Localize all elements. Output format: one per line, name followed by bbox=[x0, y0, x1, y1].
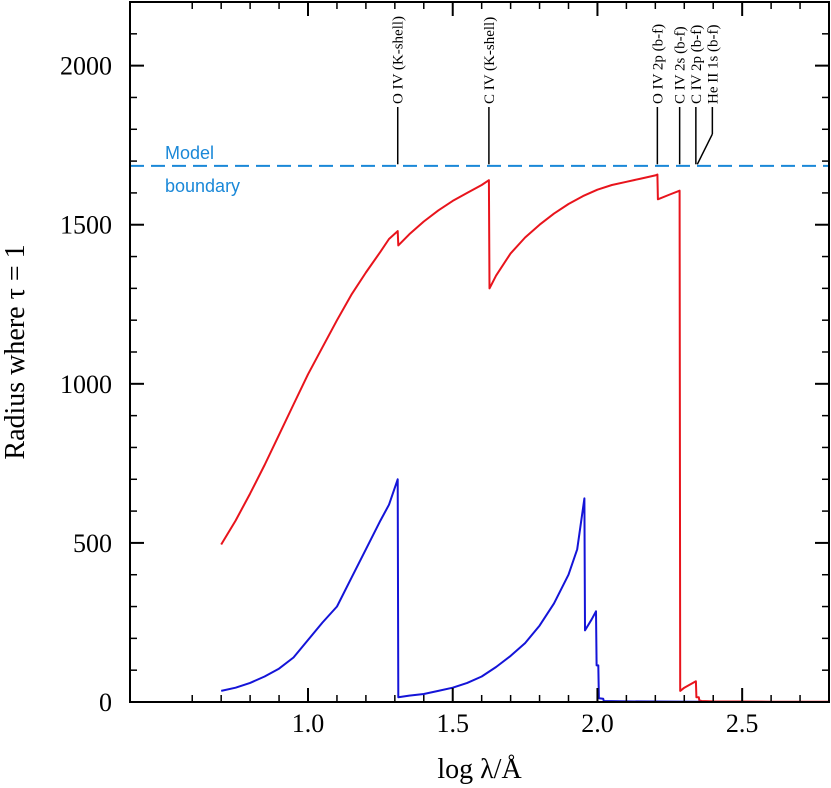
y-axis-title: Radius where τ = 1 bbox=[0, 244, 31, 459]
series-line-2 bbox=[220, 478, 702, 703]
x-tick-label: 2.0 bbox=[581, 709, 614, 738]
plot-lines bbox=[220, 173, 829, 703]
edge-label: C IV 2p (b-f) bbox=[689, 25, 705, 104]
x-tick-label: 1.5 bbox=[436, 709, 469, 738]
series-line-1 bbox=[220, 173, 829, 703]
y-tick-label: 0 bbox=[99, 688, 112, 717]
plot-frame bbox=[129, 1, 830, 703]
model-boundary-label-line1: Model bbox=[165, 143, 214, 163]
model-boundary-label-line2: boundary bbox=[165, 176, 240, 196]
x-axis-title: log λ/Å bbox=[437, 754, 522, 785]
y-tick-label: 1500 bbox=[60, 211, 112, 240]
x-tick-label: 1.0 bbox=[292, 709, 325, 738]
edge-leader bbox=[696, 133, 714, 165]
edge-label: O IV (K-shell) bbox=[391, 16, 407, 104]
axis-ticks: 1.0 1.5 2.0 2.5 0 500 1000 1500 2000 bbox=[60, 2, 829, 738]
edge-label: He II 1s (b-f) bbox=[705, 24, 721, 104]
ionization-edges: O IV (K-shell) C IV (K-shell) O IV 2p (b-f… bbox=[391, 16, 721, 165]
edge-label: O IV 2p (b-f) bbox=[650, 24, 666, 104]
x-tick-label: 2.5 bbox=[726, 709, 759, 738]
y-tick-label: 2000 bbox=[60, 52, 112, 81]
y-tick-label: 1000 bbox=[60, 370, 112, 399]
edge-label: C IV 2s (b-f) bbox=[673, 26, 689, 104]
edge-label: C IV (K-shell) bbox=[482, 17, 498, 104]
y-tick-label: 500 bbox=[73, 529, 112, 558]
